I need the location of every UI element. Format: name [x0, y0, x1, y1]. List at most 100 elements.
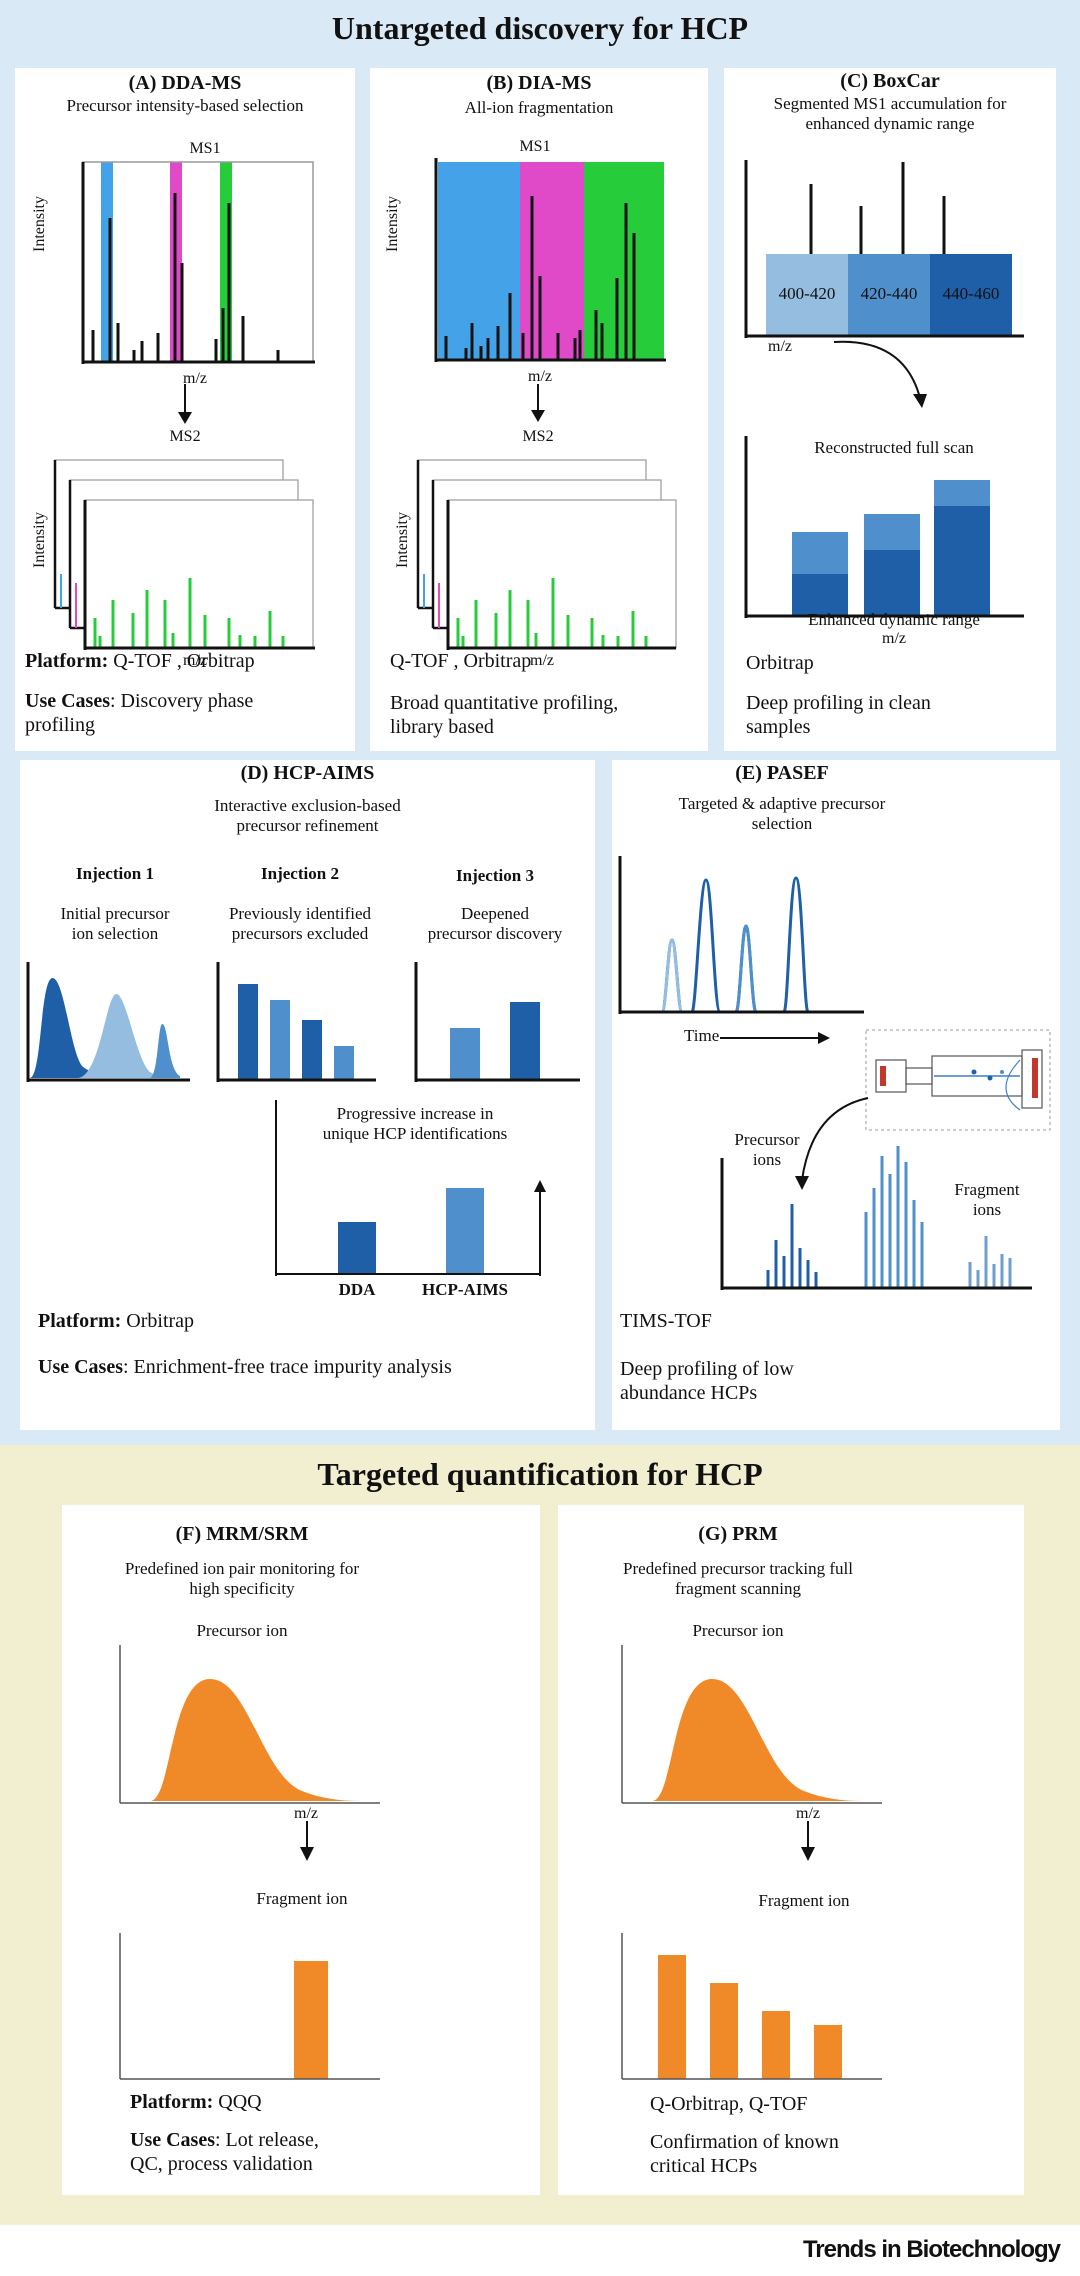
precursor-ion-label: Precursor ion	[196, 1621, 288, 1640]
panel-title: (B) DIA-MS	[486, 72, 592, 94]
x-axis-label: m/z	[528, 368, 552, 385]
use-cases-line-2: library based	[390, 716, 494, 738]
platform-value: Q-Orbitrap, Q-TOF	[650, 2093, 808, 2115]
injection-3-desc-1: Deepened	[461, 904, 529, 923]
x-axis-label-ms2: m/z	[530, 652, 554, 669]
x-axis-label-ms2: m/z	[183, 652, 207, 669]
panel-subtitle-2: fragment scanning	[674, 1579, 802, 1598]
panel-pasef: (E) PASEF Targeted & adaptive precursor …	[612, 760, 1060, 1430]
injection-3-title: Injection 3	[456, 866, 534, 885]
panel-subtitle-1: Interactive exclusion-based	[214, 796, 401, 815]
platform-line: Platform: QQQ	[130, 2091, 262, 2114]
panel-subtitle-1: Predefined ion pair monitoring for	[124, 1559, 360, 1578]
platform-label: Platform:	[130, 2091, 214, 2113]
panel-subtitle-2: precursor refinement	[236, 816, 379, 835]
injection-2-desc-1: Previously identified	[228, 904, 372, 923]
panel-subtitle-2: selection	[751, 814, 813, 833]
injection-2-desc-2: precursors excluded	[231, 924, 369, 943]
use-cases-label: Use Cases	[38, 1356, 123, 1378]
panel-subtitle-1: Predefined precursor tracking full	[623, 1559, 853, 1578]
panel-boxcar: (C) BoxCar Segmented MS1 accumulation fo…	[724, 68, 1056, 751]
injection-1-desc-2: ion selection	[71, 924, 159, 943]
use-cases-line-1: Broad quantitative profiling,	[390, 692, 619, 714]
progress-label-2: unique HCP identifications	[322, 1124, 508, 1143]
use-cases-line-1: Confirmation of known	[650, 2131, 839, 2153]
window-label-2: 420-440	[860, 284, 918, 303]
window-label-3: 440-460	[942, 284, 1000, 303]
bar-label-dda: DDA	[338, 1280, 376, 1299]
ms1-label: MS1	[189, 140, 221, 157]
x-axis-label-2: m/z	[882, 630, 906, 647]
platform-value: Orbitrap	[746, 652, 814, 674]
use-cases-value-2: profiling	[25, 714, 95, 736]
precursor-ion-label: Precursor ion	[692, 1621, 784, 1640]
use-cases-line: Use Cases: Discovery phase	[25, 690, 253, 713]
use-cases-value: : Lot release,	[215, 2129, 319, 2151]
use-cases-label: Use Cases	[130, 2129, 215, 2151]
use-cases-line-2: samples	[746, 716, 811, 738]
platform-value: QQQ	[213, 2091, 262, 2113]
use-cases-line: Use Cases: Lot release,	[130, 2129, 319, 2152]
enhanced-range-label: Enhanced dynamic range	[808, 610, 980, 629]
fragment-ions-label-1: Fragment	[954, 1180, 1020, 1199]
use-cases-value-2: QC, process validation	[130, 2153, 313, 2175]
bar-label-hcp-aims: HCP-AIMS	[422, 1280, 508, 1299]
x-axis-label: m/z	[768, 338, 792, 355]
panel-title: (F) MRM/SRM	[175, 1523, 309, 1545]
y-axis-label-ms2: Intensity	[31, 512, 48, 568]
y-axis-label: Intensity	[384, 196, 401, 252]
fragment-ions-label-2: ions	[972, 1200, 1002, 1219]
ms1-spectrum-dda	[53, 161, 315, 650]
targeted-section-title: Targeted quantification for HCP	[317, 1456, 763, 1492]
use-cases-line: Use Cases: Enrichment-free trace impurit…	[38, 1356, 452, 1379]
x-axis-label: m/z	[796, 1805, 820, 1822]
ms2-label: MS2	[522, 428, 554, 445]
panel-prm: (G) PRM Predefined precursor tracking fu…	[558, 1505, 1024, 2195]
platform-value: Orbitrap	[121, 1310, 195, 1332]
untargeted-section-title: Untargeted discovery for HCP	[331, 10, 749, 46]
injection-2-title: Injection 2	[261, 864, 339, 883]
panel-subtitle: Precursor intensity-based selection	[66, 96, 304, 115]
panel-subtitle-1: Targeted & adaptive precursor	[678, 794, 886, 813]
x-axis-label: m/z	[294, 1805, 318, 1822]
fragment-ion-label: Fragment ion	[758, 1891, 850, 1910]
boxcar-diagram	[744, 160, 1024, 618]
use-cases-line-2: abundance HCPs	[620, 1382, 758, 1404]
use-cases-value: : Discovery phase	[110, 690, 254, 712]
ms1-label: MS1	[519, 138, 551, 155]
x-axis-label: m/z	[183, 370, 207, 387]
panel-mrm-srm: (F) MRM/SRM Predefined ion pair monitori…	[62, 1505, 540, 2195]
use-cases-line-2: critical HCPs	[650, 2155, 758, 2177]
use-cases-line-1: Deep profiling of low	[620, 1358, 794, 1380]
platform-line: Platform: Orbitrap	[38, 1310, 194, 1333]
panel-dia-ms: (B) DIA-MS All-ion fragmentation MS1	[370, 68, 708, 751]
pasef-diagram	[618, 856, 1051, 1290]
platform-value: Q-TOF , Orbitrap	[108, 650, 255, 672]
platform-value: Q-TOF , Orbitrap	[390, 650, 532, 672]
use-cases-label: Use Cases	[25, 690, 110, 712]
platform-value: TIMS-TOF	[620, 1310, 712, 1332]
precursor-ions-label-2: ions	[752, 1150, 782, 1169]
platform-label: Platform:	[38, 1310, 122, 1332]
panel-title: (E) PASEF	[735, 762, 829, 784]
ms2-label: MS2	[169, 428, 201, 445]
panel-subtitle-2: high specificity	[189, 1579, 295, 1598]
mrm-diagram	[119, 1645, 380, 2080]
panel-title: (D) HCP-AIMS	[240, 762, 375, 784]
precursor-ions-label-1: Precursor	[734, 1130, 800, 1149]
y-axis-label-ms2: Intensity	[394, 512, 411, 568]
journal-brand: Trends in Biotechnology	[802, 2236, 1061, 2263]
panel-subtitle-2: enhanced dynamic range	[805, 114, 975, 133]
use-cases-value: : Enrichment-free trace impurity analysi…	[123, 1356, 452, 1378]
injection-1-title: Injection 1	[76, 864, 154, 883]
platform-line: Platform: Q-TOF , Orbitrap	[25, 650, 255, 673]
ms1-spectrum-dia	[416, 158, 677, 650]
hcp-aims-diagram	[26, 962, 580, 1276]
progress-label-1: Progressive increase in	[336, 1104, 494, 1123]
injection-1-desc-1: Initial precursor	[60, 904, 170, 923]
panel-title: (A) DDA-MS	[128, 72, 242, 94]
reconstructed-label: Reconstructed full scan	[814, 438, 974, 457]
platform-label: Platform:	[25, 650, 109, 672]
injection-3-desc-2: precursor discovery	[427, 924, 563, 943]
time-label: Time	[684, 1026, 720, 1045]
